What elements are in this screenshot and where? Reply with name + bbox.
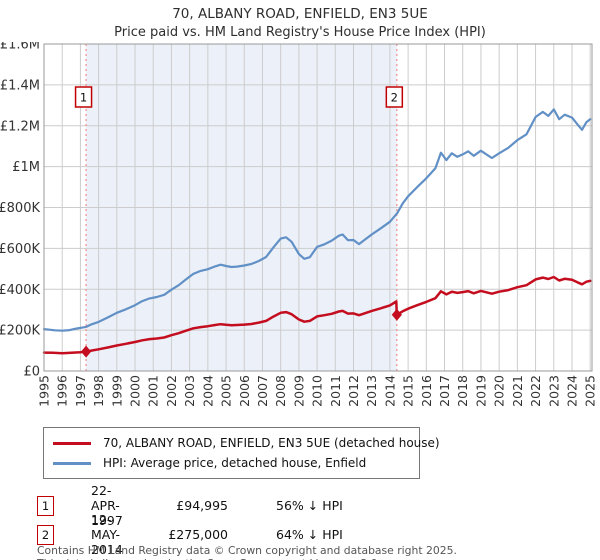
x-tick-label: 1995 xyxy=(37,375,52,407)
y-tick-label: £1M xyxy=(12,160,40,175)
y-tick-label: £0 xyxy=(23,365,40,380)
x-tick-label: 2014 xyxy=(382,375,397,407)
legend-item-hpi: HPI: Average price, detached house, Enfi… xyxy=(53,453,410,473)
price-paid-line-swatch xyxy=(53,441,91,445)
x-tick-label: 2001 xyxy=(146,375,161,407)
x-tick-label: 2020 xyxy=(492,375,507,407)
y-tick-label: £600K xyxy=(0,242,40,257)
y-tick-label: £200K xyxy=(0,324,40,339)
x-tick-label: 2010 xyxy=(310,375,325,407)
svg-text:2: 2 xyxy=(391,91,398,105)
x-tick-label: 2009 xyxy=(291,375,306,407)
x-tick-label: 2008 xyxy=(273,375,288,407)
sales-table: 1 22-APR-1997 £94,995 56% ↓ HPI 2 12-MAY… xyxy=(37,483,600,557)
x-tick-label: 2007 xyxy=(255,375,270,407)
x-tick-label: 2016 xyxy=(419,375,434,407)
chart-header: 70, ALBANY ROAD, ENFIELD, EN3 5UE Price … xyxy=(0,0,600,42)
footer-line-2: This data is licensed under the Open Gov… xyxy=(37,557,600,560)
x-tick-label: 2022 xyxy=(528,375,543,407)
sale-event-badge-2 xyxy=(385,86,404,108)
sale-2-price: £275,000 xyxy=(168,527,228,542)
legend-item-price-paid: 70, ALBANY ROAD, ENFIELD, EN3 5UE (detac… xyxy=(53,433,440,453)
x-tick-label: 2013 xyxy=(364,375,379,407)
footer-line-1: Contains HM Land Registry data © Crown c… xyxy=(37,544,457,557)
hpi-line xyxy=(42,108,592,332)
x-tick-label: 1997 xyxy=(73,375,88,407)
sale-row-1: 1 22-APR-1997 £94,995 56% ↓ HPI xyxy=(37,483,600,528)
x-tick-label: 2021 xyxy=(510,375,525,407)
x-tick-label: 2000 xyxy=(128,375,143,407)
sale-1-price: £94,995 xyxy=(176,498,228,513)
x-tick-label: 2018 xyxy=(455,375,470,407)
x-tick-label: 2015 xyxy=(401,375,416,407)
sale-2-number-badge: 2 xyxy=(37,524,54,545)
price-history-chart: 1 2 £0 £200K £400K £600K £800K £1M £1.2M £1.4M £1.… xyxy=(0,42,598,407)
sale-marker-2 xyxy=(391,308,402,321)
y-tick-label: £800K xyxy=(0,201,40,216)
y-tick-label: £1.4M xyxy=(0,78,40,93)
svg-text:1: 1 xyxy=(80,91,87,105)
y-tick-label: £1.2M xyxy=(0,119,40,134)
sale-1-number-badge: 1 xyxy=(37,495,54,516)
x-tick-label: 2012 xyxy=(346,375,361,407)
x-tick-label: 1998 xyxy=(91,375,106,407)
sale-event-badge-1 xyxy=(74,86,93,108)
x-tick-label: 2003 xyxy=(182,375,197,407)
page-title: 70, ALBANY ROAD, ENFIELD, EN3 5UE xyxy=(172,6,428,22)
x-tick-label: 2023 xyxy=(546,375,561,407)
legend-label: HPI: Average price, detached house, Enfi… xyxy=(103,456,367,470)
x-tick-label: 2019 xyxy=(473,375,488,407)
hpi-line-swatch xyxy=(53,461,91,465)
x-tick-label: 2011 xyxy=(328,375,343,407)
x-tick-label: 2017 xyxy=(437,375,452,407)
chart-legend: 70, ALBANY ROAD, ENFIELD, EN3 5UE (detac… xyxy=(43,427,440,479)
sale-2-hpi-diff: 64% ↓ HPI xyxy=(276,527,343,542)
x-tick-label: 2024 xyxy=(564,375,579,407)
legend-label: 70, ALBANY ROAD, ENFIELD, EN3 5UE (detac… xyxy=(103,436,440,450)
license-footer: Contains HM Land Registry data © Crown c… xyxy=(37,544,600,560)
x-tick-label: 2002 xyxy=(164,375,179,407)
price-paid-line xyxy=(42,275,592,355)
y-tick-label: £400K xyxy=(0,283,40,298)
sale-1-hpi-diff: 56% ↓ HPI xyxy=(276,498,343,513)
x-tick-label: 2004 xyxy=(200,375,215,407)
x-tick-label: 2005 xyxy=(219,375,234,407)
page-subtitle: Price paid vs. HM Land Registry's House … xyxy=(114,25,486,40)
sale-row-2: 2 12-MAY-2014 £275,000 64% ↓ HPI xyxy=(37,512,600,557)
x-tick-label: 2025 xyxy=(583,375,598,407)
x-tick-label: 2006 xyxy=(237,375,252,407)
x-tick-label: 1996 xyxy=(55,375,70,407)
sale-2-date: 12-MAY-2014 xyxy=(91,512,123,557)
sale-1-date: 22-APR-1997 xyxy=(91,483,123,528)
sale-marker-1 xyxy=(80,345,92,358)
x-tick-label: 1999 xyxy=(109,375,124,407)
y-tick-label: £1.6M xyxy=(0,42,40,53)
